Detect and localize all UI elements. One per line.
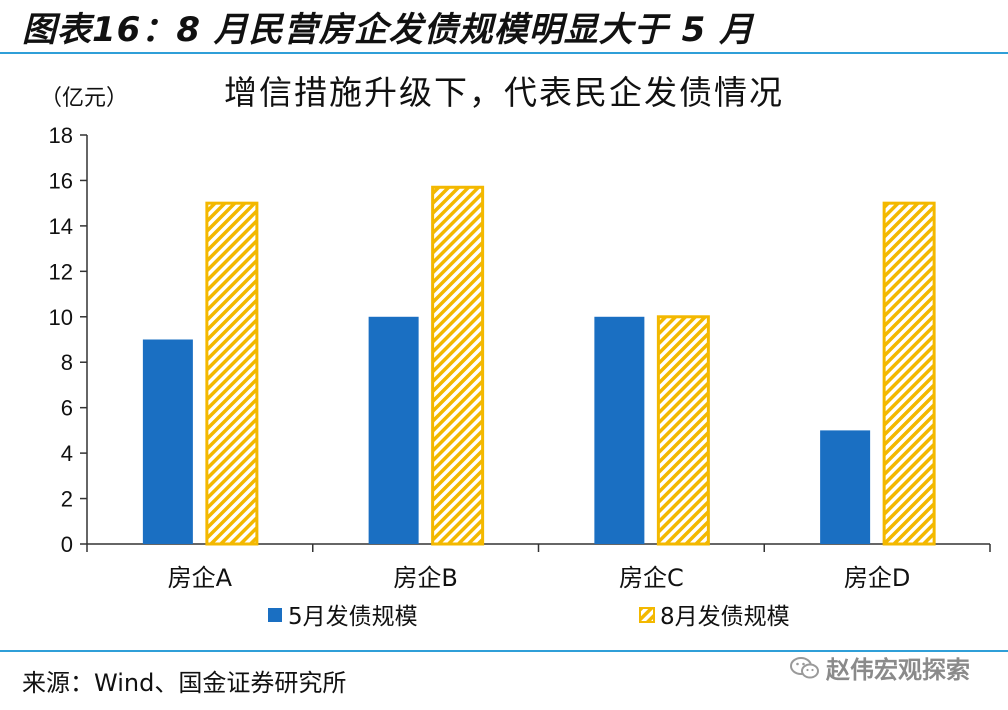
y-tick-label: 0 [61, 532, 73, 557]
bar-may [594, 316, 645, 544]
bar-may [142, 339, 193, 544]
bar-chart: 0 2 4 6 8 10 12 14 16 18 房企A 房企B 房企C 房企D 5月发债规模 8月发债规… [49, 123, 991, 630]
y-tick-label: 14 [49, 214, 73, 239]
y-tick-label: 12 [49, 259, 73, 284]
brand-watermark: 赵伟宏观探索 [790, 650, 970, 685]
y-tick-label: 18 [49, 123, 73, 148]
y-tick-label: 16 [49, 168, 73, 193]
y-tick-label: 10 [49, 305, 73, 330]
bottom-divider [0, 650, 1008, 652]
legend-swatch [268, 608, 282, 622]
figure-title: 图表16：8 月民营房企发债规模明显大于 5 月 [22, 10, 755, 50]
x-category-label: 房企A [168, 564, 233, 592]
bar-august [431, 185, 485, 546]
chart-title: 增信措施升级下，代表民企发债情况 [224, 73, 784, 112]
legend-label: 5月发债规模 [288, 604, 418, 630]
x-category-label: 房企C [619, 564, 684, 592]
y-tick-label: 4 [61, 441, 73, 466]
brand-name: 赵伟宏观探索 [826, 656, 970, 684]
y-tick-label: 2 [61, 487, 73, 512]
top-divider [0, 52, 1008, 54]
bar-may [368, 316, 419, 544]
source-note: 来源：Wind、国金证券研究所 [22, 669, 347, 697]
bar-august [656, 315, 710, 546]
y-tick-label: 6 [61, 396, 73, 421]
y-tick-label: 8 [61, 350, 73, 375]
legend-swatch [639, 607, 655, 623]
wechat-icon [790, 656, 820, 680]
x-category-label: 房企D [844, 564, 910, 592]
legend-label: 8月发债规模 [660, 604, 790, 630]
bar-may [820, 430, 871, 544]
bar-august [882, 201, 936, 546]
x-category-label: 房企B [393, 564, 457, 592]
bar-august [205, 201, 259, 546]
y-axis-unit: （亿元） [40, 86, 129, 111]
